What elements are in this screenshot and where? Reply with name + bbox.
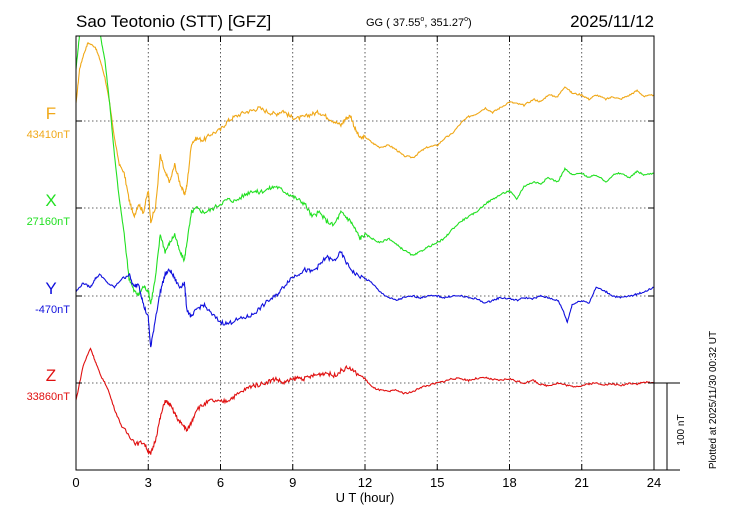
x-tick-label: 24 — [647, 475, 661, 490]
x-axis-ticks: 0 3 6 9 12 15 18 21 24 — [72, 36, 661, 490]
x-tick-label: 21 — [575, 475, 589, 490]
scale-bar: 100 nT — [654, 382, 687, 471]
station-title: Sao Teotonio (STT) [GFZ] — [76, 12, 271, 31]
component-name-f: F — [46, 104, 56, 123]
component-name-x: X — [45, 191, 56, 210]
x-tick-label: 15 — [430, 475, 444, 490]
component-labels: F 43410nT X 27160nT Y -470nT Z 33860nT — [27, 104, 71, 403]
series-line-f — [76, 41, 654, 224]
scale-bar-label: 100 nT — [676, 414, 687, 445]
grid-lines — [76, 36, 654, 470]
x-tick-label: 6 — [217, 475, 224, 490]
component-baseline-f: 43410nT — [27, 129, 71, 141]
component-baseline-x: 27160nT — [27, 216, 71, 228]
component-baseline-y: -470nT — [35, 304, 70, 316]
series-line-y — [76, 250, 654, 348]
series-line-x — [76, 36, 654, 305]
x-axis-title: U T (hour) — [336, 490, 395, 505]
x-tick-label: 18 — [502, 475, 516, 490]
component-name-y: Y — [45, 279, 56, 298]
x-tick-label: 0 — [72, 475, 79, 490]
series-line-z — [76, 347, 654, 456]
component-baseline-z: 33860nT — [27, 391, 71, 403]
plot-date: 2025/11/12 — [570, 12, 654, 31]
plotted-note: Plotted at 2025/11/30 00:32 UT — [708, 331, 719, 469]
series-layer — [76, 36, 654, 456]
x-tick-label: 12 — [358, 475, 372, 490]
x-tick-label: 9 — [289, 475, 296, 490]
coordinates: GG ( 37.55o, 351.27o) — [366, 16, 472, 29]
component-name-z: Z — [46, 366, 56, 385]
x-tick-label: 3 — [145, 475, 152, 490]
